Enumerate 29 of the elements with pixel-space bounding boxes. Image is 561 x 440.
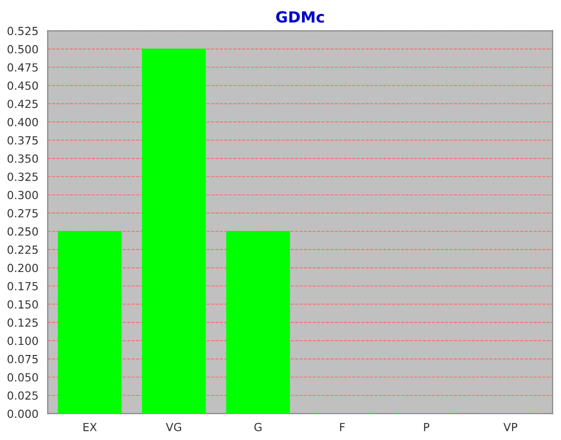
x-tick-label: EX [84,422,97,432]
x-tick-label: VG [166,422,182,432]
chart-title: GDMc [276,11,324,23]
y-tick-label: 0.425 [8,100,38,108]
y-tick-label: 0.400 [8,118,38,126]
y-tick-label: 0.025 [8,391,38,400]
y-tick-label: 0.050 [8,373,38,382]
y-tick-label: 0.000 [8,410,38,418]
x-tick-label: P [424,422,430,432]
x-tick-label: F [340,422,345,432]
y-tick-label: 0.150 [8,300,38,309]
y-tick-label: 0.475 [8,63,38,72]
y-tick-label: 0.325 [8,172,38,182]
y-tick-label: 0.225 [8,246,38,254]
y-tick-label: 0.525 [8,26,38,36]
y-tick-label: 0.375 [8,136,38,145]
y-tick-label: 0.300 [8,190,38,200]
y-tick-label: 0.250 [8,227,38,236]
y-tick-label: 0.350 [8,154,38,163]
y-tick-label: 0.275 [8,209,38,218]
y-tick-label: 0.175 [8,282,38,290]
y-tick-label: 0.075 [8,354,38,364]
y-tick-label: 0.450 [8,81,38,90]
x-tick-label: G [254,422,262,432]
y-tick-label: 0.100 [8,336,38,346]
y-tick-label: 0.500 [8,45,38,54]
y-tick-label: 0.200 [8,264,38,272]
y-tick-label: 0.125 [8,318,38,327]
x-tick-label: VP [503,422,518,432]
